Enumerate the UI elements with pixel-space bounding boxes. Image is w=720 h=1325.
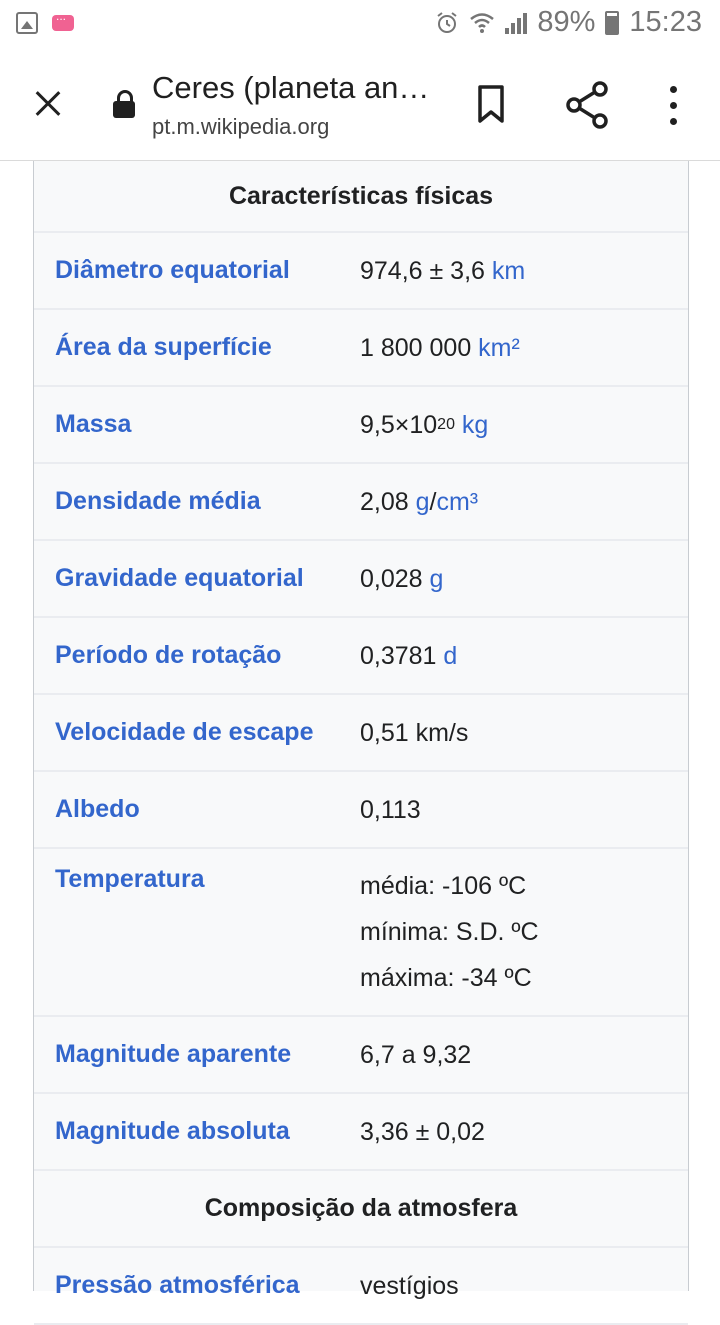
value-temperature: média: -106 ºC mínima: S.D. ºC máxima: -…: [360, 849, 688, 1015]
row-apparent-magnitude: Magnitude aparente 6,7 a 9,32: [34, 1017, 688, 1094]
unit-gravity-link[interactable]: g: [429, 564, 444, 593]
battery-icon: [605, 10, 620, 35]
label-albedo[interactable]: Albedo: [55, 795, 140, 823]
battery-percentage: 89%: [537, 6, 596, 38]
label-atmospheric-pressure[interactable]: Pressão atmosférica: [55, 1271, 300, 1299]
value-density-number: 2,08: [360, 487, 409, 516]
row-escape-velocity: Velocidade de escape 0,51 km/s: [34, 695, 688, 772]
row-diameter: Diâmetro equatorial 974,6 ± 3,6 km: [34, 233, 688, 310]
temperature-max: máxima: -34 ºC: [360, 964, 532, 992]
value-density: 2,08 g / cm³: [360, 464, 688, 539]
infobox: Características físicas Diâmetro equator…: [33, 161, 689, 1325]
row-gravity: Gravidade equatorial 0,028 g: [34, 541, 688, 618]
value-gravity: 0,028 g: [360, 541, 688, 616]
label-density[interactable]: Densidade média: [55, 487, 261, 515]
status-bar: 89% 15:23: [0, 0, 720, 50]
label-gravity[interactable]: Gravidade equatorial: [55, 564, 304, 592]
signal-icon: [505, 12, 528, 34]
wifi-icon: [470, 12, 495, 33]
label-temperature[interactable]: Temperatura: [55, 865, 205, 893]
bookmark-icon[interactable]: [476, 84, 506, 124]
label-rotation-period[interactable]: Período de rotação: [55, 641, 282, 669]
unit-day-link[interactable]: d: [443, 641, 458, 670]
row-rotation-period: Período de rotação 0,3781 d: [34, 618, 688, 695]
value-escape-velocity: 0,51 km/s: [360, 718, 469, 747]
label-surface-area[interactable]: Área da superfície: [55, 333, 272, 361]
label-mass[interactable]: Massa: [55, 410, 132, 438]
unit-separator: /: [429, 487, 437, 516]
value-gravity-number: 0,028: [360, 564, 423, 593]
page-url[interactable]: pt.m.wikipedia.org: [152, 114, 330, 139]
label-diameter[interactable]: Diâmetro equatorial: [55, 256, 290, 284]
value-diameter-number: 974,6 ± 3,6: [360, 256, 485, 285]
section-header-physical: Características físicas: [34, 161, 688, 233]
value-albedo: 0,113: [360, 795, 421, 824]
gallery-notification-icon: [16, 12, 38, 34]
value-rotation-number: 0,3781: [360, 641, 437, 670]
label-absolute-magnitude[interactable]: Magnitude absoluta: [55, 1117, 290, 1145]
row-temperature: Temperatura média: -106 ºC mínima: S.D. …: [34, 849, 688, 1017]
value-atmospheric-pressure: vestígios: [360, 1271, 459, 1300]
row-density: Densidade média 2,08 g / cm³: [34, 464, 688, 541]
share-icon[interactable]: [564, 80, 610, 130]
temperature-mean: média: -106 ºC: [360, 872, 527, 900]
row-atmospheric-pressure: Pressão atmosférica vestígios: [34, 1248, 688, 1325]
row-surface-area: Área da superfície 1 800 000 km²: [34, 310, 688, 387]
alarm-icon: [437, 11, 457, 33]
page-title: Ceres (planeta an…: [152, 70, 430, 105]
row-albedo: Albedo 0,113: [34, 772, 688, 849]
more-options-icon[interactable]: [664, 86, 684, 126]
value-mass-number: 9,5×10: [360, 410, 438, 439]
row-mass: Massa 9,5×10 20 kg: [34, 387, 688, 464]
app-notification-icon: [52, 9, 74, 31]
value-apparent-magnitude: 6,7 a 9,32: [360, 1040, 472, 1069]
unit-g-link[interactable]: g: [415, 487, 430, 516]
row-absolute-magnitude: Magnitude absoluta 3,36 ± 0,02: [34, 1094, 688, 1171]
temperature-min: mínima: S.D. ºC: [360, 918, 539, 946]
label-apparent-magnitude[interactable]: Magnitude aparente: [55, 1040, 292, 1068]
value-absolute-magnitude: 3,36 ± 0,02: [360, 1117, 485, 1146]
value-diameter: 974,6 ± 3,6 km: [360, 233, 688, 308]
lock-icon: [113, 90, 135, 118]
value-mass: 9,5×10 20 kg: [360, 387, 688, 462]
unit-kg-link[interactable]: kg: [461, 410, 489, 439]
close-icon[interactable]: [22, 78, 74, 130]
browser-toolbar: Ceres (planeta an… pt.m.wikipedia.org: [0, 50, 720, 161]
unit-km2-link[interactable]: km²: [478, 333, 520, 362]
value-surface-area-number: 1 800 000: [360, 333, 472, 362]
unit-km-link[interactable]: km: [491, 256, 526, 285]
clock: 15:23: [629, 6, 702, 38]
value-rotation-period: 0,3781 d: [360, 618, 688, 693]
unit-cm3-link[interactable]: cm³: [436, 487, 479, 516]
value-surface-area: 1 800 000 km²: [360, 310, 688, 385]
label-escape-velocity[interactable]: Velocidade de escape: [55, 718, 314, 746]
section-header-atmosphere: Composição da atmosfera: [34, 1171, 688, 1248]
